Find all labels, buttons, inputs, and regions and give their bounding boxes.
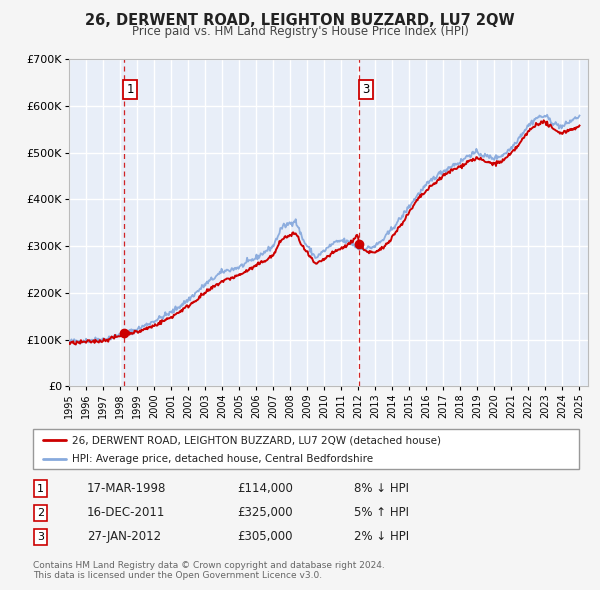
Text: 2% ↓ HPI: 2% ↓ HPI xyxy=(354,530,409,543)
Text: £114,000: £114,000 xyxy=(237,482,293,495)
Text: HPI: Average price, detached house, Central Bedfordshire: HPI: Average price, detached house, Cent… xyxy=(73,454,373,464)
Text: 1: 1 xyxy=(37,484,44,493)
Text: Contains HM Land Registry data © Crown copyright and database right 2024.: Contains HM Land Registry data © Crown c… xyxy=(33,560,385,569)
Text: £305,000: £305,000 xyxy=(237,530,293,543)
Text: 3: 3 xyxy=(37,532,44,542)
Text: 27-JAN-2012: 27-JAN-2012 xyxy=(87,530,161,543)
Text: 1: 1 xyxy=(126,83,134,96)
Text: Price paid vs. HM Land Registry's House Price Index (HPI): Price paid vs. HM Land Registry's House … xyxy=(131,25,469,38)
Text: This data is licensed under the Open Government Licence v3.0.: This data is licensed under the Open Gov… xyxy=(33,571,322,580)
Text: 26, DERWENT ROAD, LEIGHTON BUZZARD, LU7 2QW (detached house): 26, DERWENT ROAD, LEIGHTON BUZZARD, LU7 … xyxy=(73,435,442,445)
Text: 17-MAR-1998: 17-MAR-1998 xyxy=(87,482,166,495)
FancyBboxPatch shape xyxy=(33,429,579,469)
Text: 16-DEC-2011: 16-DEC-2011 xyxy=(87,506,166,519)
Text: 26, DERWENT ROAD, LEIGHTON BUZZARD, LU7 2QW: 26, DERWENT ROAD, LEIGHTON BUZZARD, LU7 … xyxy=(85,13,515,28)
Text: £325,000: £325,000 xyxy=(237,506,293,519)
Text: 8% ↓ HPI: 8% ↓ HPI xyxy=(354,482,409,495)
Text: 3: 3 xyxy=(362,83,370,96)
Text: 2: 2 xyxy=(37,508,44,517)
Text: 5% ↑ HPI: 5% ↑ HPI xyxy=(354,506,409,519)
